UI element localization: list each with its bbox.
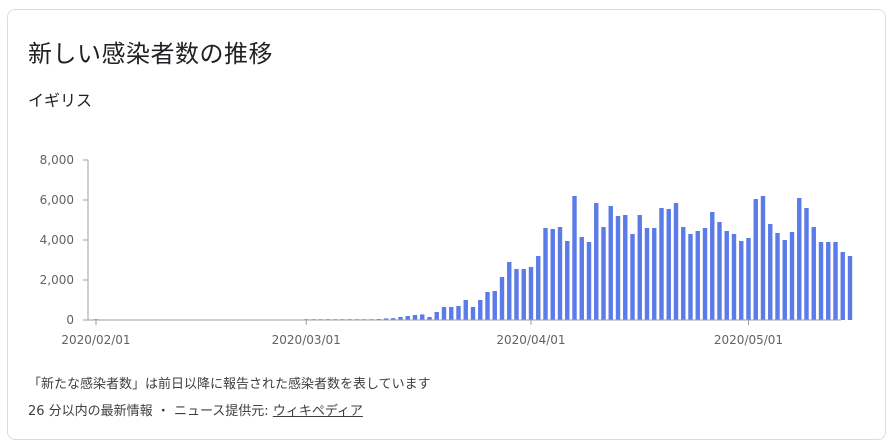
bar[interactable] [666, 209, 671, 320]
bar[interactable] [833, 242, 838, 320]
bar[interactable] [579, 237, 584, 320]
bar[interactable] [463, 300, 468, 320]
bar[interactable] [420, 314, 425, 320]
bar[interactable] [391, 318, 396, 320]
source-line: 26 分以内の最新情報 ・ ニュース提供元: ウィキペディア [28, 400, 363, 419]
bar[interactable] [507, 262, 512, 320]
bar[interactable] [470, 307, 476, 320]
bar[interactable] [572, 196, 577, 320]
bar[interactable] [427, 317, 432, 320]
bar[interactable] [760, 196, 766, 320]
bar[interactable] [739, 241, 744, 320]
bar[interactable] [804, 208, 809, 320]
bar[interactable] [565, 241, 570, 320]
bar[interactable] [521, 269, 526, 320]
bar[interactable] [514, 269, 519, 320]
covid-cases-card: 新しい感染者数の推移 イギリス 「新たな感染者数」は前日以降に報告された感染者数… [7, 9, 886, 440]
bar[interactable] [782, 240, 787, 320]
bar[interactable] [586, 242, 592, 320]
bar[interactable] [478, 300, 483, 320]
y-tick-label: 0 [66, 313, 74, 327]
bar[interactable] [818, 242, 824, 320]
bar[interactable] [557, 227, 563, 320]
bar[interactable] [731, 234, 737, 320]
y-tick-label: 4,000 [40, 233, 74, 247]
bar[interactable] [441, 307, 447, 320]
bar[interactable] [688, 234, 693, 320]
bar[interactable] [615, 216, 621, 320]
bar[interactable] [652, 228, 657, 320]
bar[interactable] [717, 222, 722, 320]
bar[interactable] [681, 227, 686, 320]
bar[interactable] [528, 267, 534, 320]
bar[interactable] [492, 291, 497, 320]
y-tick-label: 2,000 [40, 273, 74, 287]
bar[interactable] [811, 227, 816, 320]
bar[interactable] [746, 238, 751, 320]
bar[interactable] [775, 233, 780, 320]
region-label: イギリス [28, 91, 93, 110]
bar[interactable] [485, 292, 490, 320]
bar[interactable] [630, 234, 635, 320]
bar[interactable] [724, 231, 729, 320]
bar[interactable] [637, 215, 642, 320]
y-tick-label: 8,000 [40, 153, 74, 167]
bar[interactable] [789, 232, 795, 320]
bar[interactable] [840, 252, 845, 320]
bar[interactable] [601, 227, 606, 320]
source-link[interactable]: ウィキペディア [272, 404, 363, 419]
y-axis: 0 2,000 4,000 6,000 8,000 [40, 153, 89, 327]
y-tick-label: 6,000 [40, 193, 74, 207]
bar[interactable] [797, 198, 802, 320]
footnote: 「新たな感染者数」は前日以降に報告された感染者数を表しています [28, 377, 431, 392]
x-axis: 2020/02/01 2020/03/01 2020/04/01 2020/05/01 [61, 319, 841, 347]
bar[interactable] [499, 277, 505, 320]
bar[interactable] [456, 306, 461, 320]
bar[interactable] [644, 228, 650, 320]
bar[interactable] [412, 315, 418, 320]
bar[interactable] [550, 229, 555, 320]
bar[interactable] [826, 242, 831, 320]
bar[interactable] [383, 318, 389, 320]
bar[interactable] [536, 256, 541, 320]
source-prefix: 26 分以内の最新情報 ・ ニュース提供元: [28, 404, 273, 419]
bar[interactable] [847, 256, 853, 320]
x-tick-label: 2020/05/01 [714, 333, 783, 347]
bar[interactable] [405, 316, 410, 320]
bar[interactable] [710, 212, 715, 320]
bar[interactable] [623, 215, 628, 320]
bar[interactable] [695, 231, 700, 320]
bar[interactable] [608, 206, 613, 320]
bar[interactable] [398, 317, 403, 320]
bar[interactable] [702, 228, 708, 320]
x-tick-label: 2020/03/01 [272, 333, 341, 347]
bar-series [93, 196, 853, 320]
bar[interactable] [594, 203, 599, 320]
bar[interactable] [753, 199, 758, 320]
bar[interactable] [659, 208, 664, 320]
x-tick-label: 2020/04/01 [496, 333, 565, 347]
card-title: 新しい感染者数の推移 [28, 40, 273, 68]
bar[interactable] [768, 224, 773, 320]
x-tick-label: 2020/02/01 [61, 333, 130, 347]
bar[interactable] [434, 312, 439, 320]
bar[interactable] [543, 228, 548, 320]
bar[interactable] [673, 203, 679, 320]
bar[interactable] [449, 307, 454, 320]
